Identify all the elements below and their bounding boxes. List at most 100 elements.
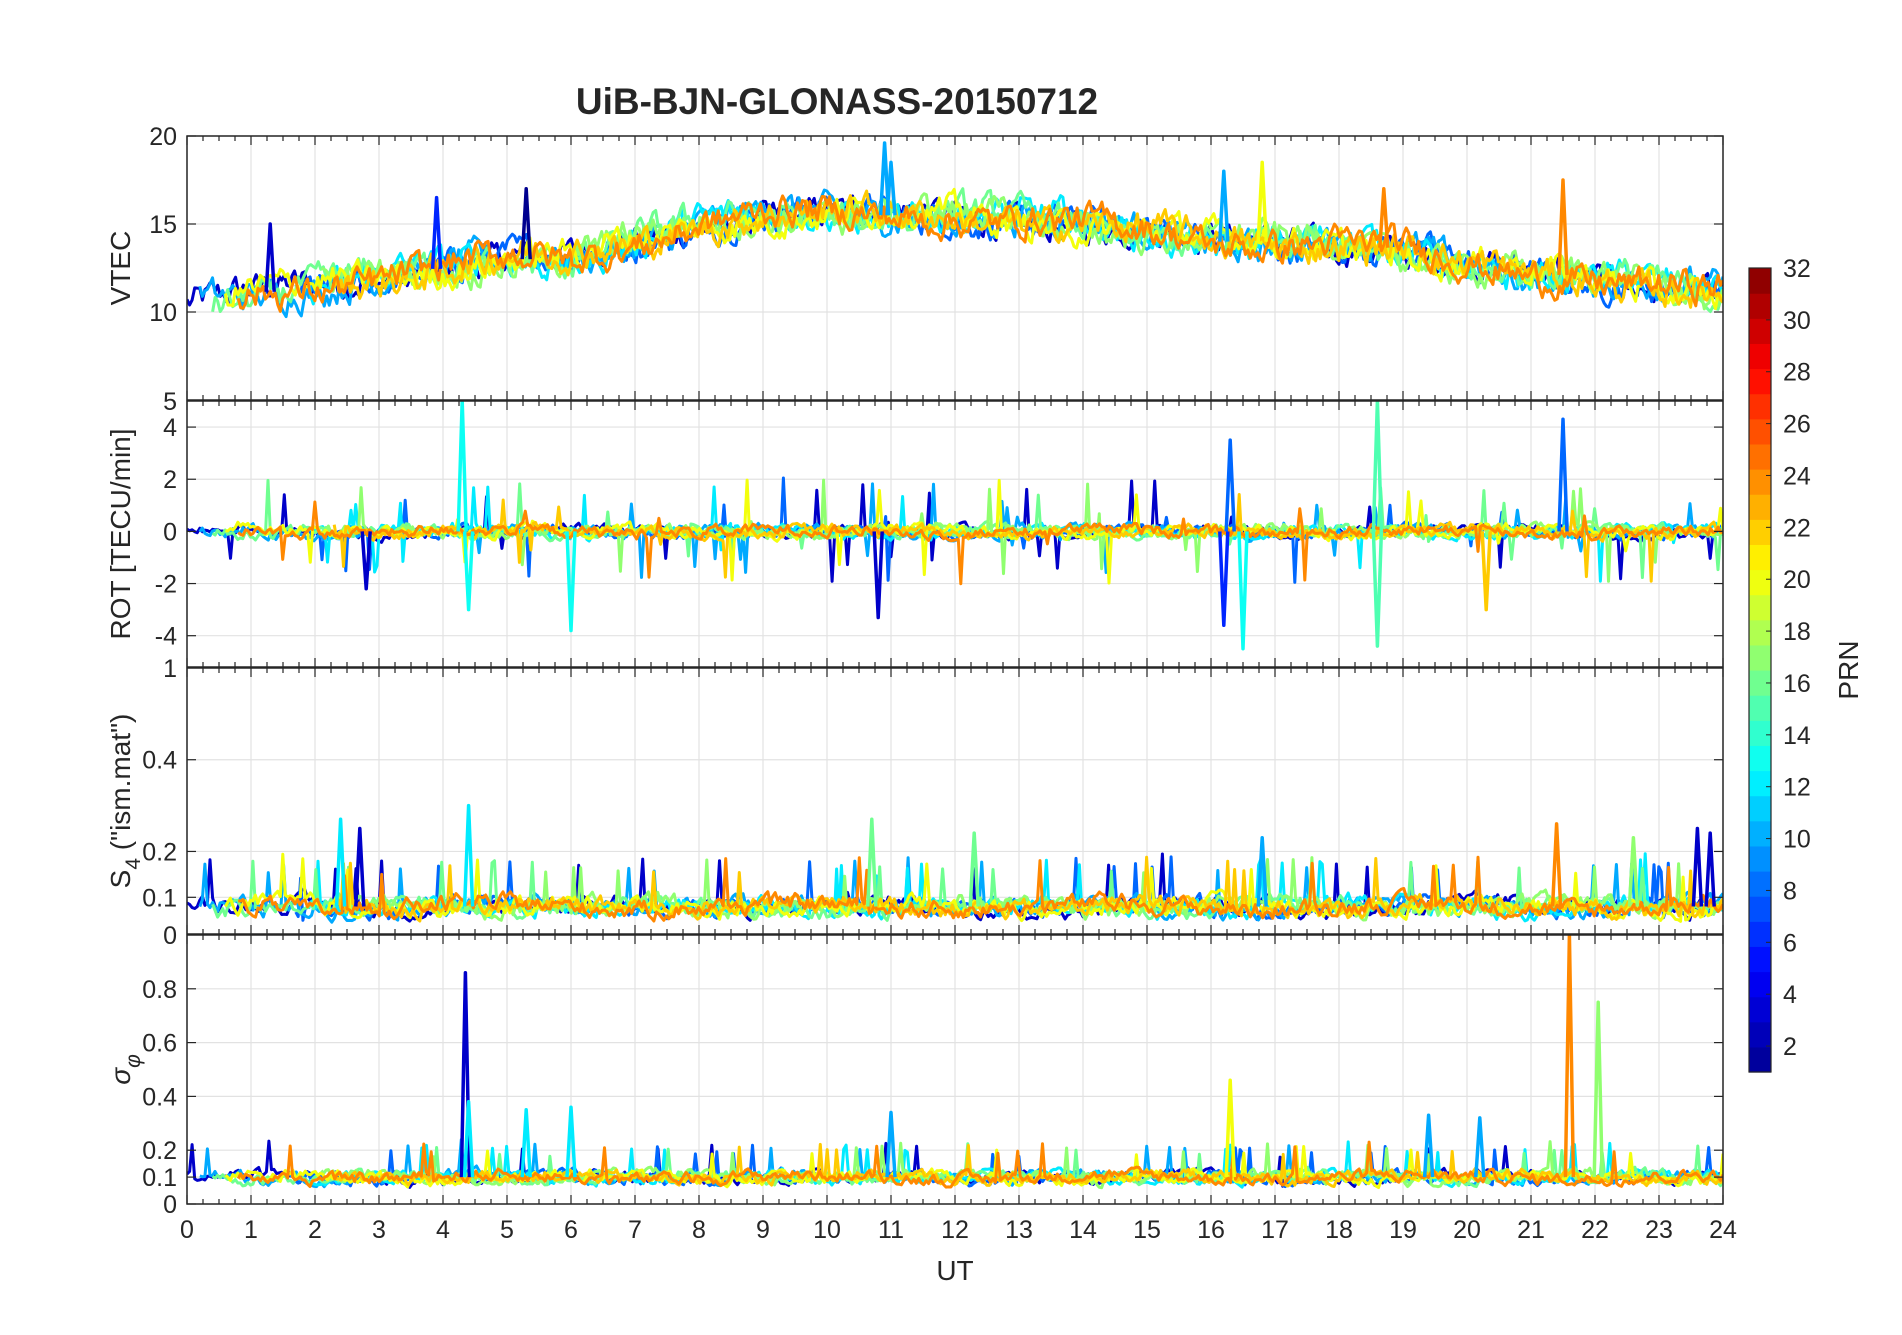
y-axis-label: VTEC — [105, 231, 136, 306]
x-tick-label: 2 — [308, 1216, 322, 1244]
colorbar-segment — [1749, 368, 1771, 395]
spike-mark — [1557, 417, 1569, 532]
series-group — [187, 141, 1723, 319]
series-group — [187, 935, 1723, 1190]
x-tick-label: 1 — [244, 1216, 258, 1244]
panel-vtec: 10 15 20 VTEC — [105, 123, 1724, 401]
y-tick-label: 0.2 — [142, 838, 177, 866]
colorbar-label: PRN — [1833, 640, 1864, 699]
x-tick-label: 10 — [813, 1216, 841, 1244]
x-tick-label: 4 — [436, 1216, 450, 1244]
series-group — [187, 803, 1723, 924]
series-line-prn-22 — [332, 189, 1723, 309]
colorbar-tick-label: 6 — [1783, 929, 1797, 957]
spike-mark — [885, 160, 897, 216]
spike-mark — [1371, 531, 1384, 648]
x-tick-label: 11 — [878, 1216, 904, 1244]
colorbar-segment — [1749, 695, 1771, 721]
colorbar-tick-label: 20 — [1783, 566, 1811, 594]
spike-mark — [1704, 831, 1716, 907]
tick-marks — [186, 401, 1724, 667]
colorbar-segment — [1749, 594, 1771, 621]
colorbar-segment — [1749, 946, 1771, 973]
x-tick-label: 7 — [628, 1216, 642, 1244]
spike-mark — [565, 531, 577, 633]
series-line-prn-24 — [236, 1140, 1723, 1189]
y-tick-label: 2 — [163, 466, 177, 494]
spike-mark — [430, 195, 443, 269]
tick-marks — [186, 668, 1724, 934]
spike-mark — [1563, 935, 1576, 1178]
colorbar-segment — [1749, 418, 1771, 445]
colorbar-tick-label: 2 — [1783, 1033, 1797, 1061]
spike-mark — [565, 1105, 577, 1178]
x-tick-label: 24 — [1709, 1216, 1737, 1244]
colorbar-segment — [1749, 795, 1771, 822]
y-tick-label: 0.2 — [142, 1137, 177, 1165]
y-tick-label: -4 — [155, 623, 177, 651]
spike-mark — [866, 817, 878, 907]
spike-mark — [1371, 401, 1384, 532]
chart-title: UiB-BJN-GLONASS-20150712 — [576, 81, 1098, 122]
colorbar-segment — [1749, 519, 1771, 545]
x-tick-label: 6 — [564, 1216, 578, 1244]
colorbar-tick-label: 18 — [1783, 618, 1811, 646]
panel-rot: -4 -2 0 2 45 ROT [TECU/min] — [105, 388, 1724, 668]
colorbar-segment — [1749, 921, 1771, 947]
y-tick-label: 15 — [149, 211, 177, 239]
colorbar-segment — [1749, 745, 1771, 772]
colorbar-segment — [1749, 619, 1771, 646]
y-tick-label: 0 — [163, 518, 177, 546]
colorbar-tick-label: 28 — [1783, 359, 1811, 387]
colorbar-segment — [1749, 871, 1771, 897]
y-tick-label: 4 — [163, 414, 177, 442]
spike-mark — [462, 803, 475, 907]
x-axis-label: UT — [936, 1255, 973, 1286]
x-tick-label: 16 — [1197, 1216, 1225, 1244]
spike-mark — [1691, 826, 1704, 907]
y-tick-label: 0.6 — [142, 1030, 177, 1058]
x-tick-label: 18 — [1325, 1216, 1353, 1244]
x-tick-label: 19 — [1389, 1216, 1417, 1244]
y-tick-label: 0.1 — [142, 1164, 177, 1192]
spike-mark — [1557, 178, 1569, 276]
panel-s4: 0.1 0.2 0.4 1 S4 ("ism.mat") — [105, 655, 1724, 935]
series-group — [187, 401, 1723, 651]
y-axis-label: ROT [TECU/min] — [105, 428, 136, 639]
colorbar-tick-label: 22 — [1783, 514, 1811, 542]
y-tick-label: 0 — [163, 1191, 177, 1219]
y-axis-label: S4 ("ism.mat") — [105, 714, 145, 889]
spike-mark — [1224, 1078, 1236, 1178]
spike-mark — [520, 187, 532, 260]
colorbar-segment — [1749, 569, 1771, 596]
colorbar-tick-label: 4 — [1783, 981, 1797, 1009]
series-line-prn-24 — [238, 855, 1723, 923]
colorbar-segment — [1749, 343, 1771, 370]
colorbar-segment — [1749, 393, 1771, 420]
spike-mark — [1378, 187, 1390, 248]
colorbar-tick-label: 24 — [1783, 462, 1811, 490]
y-tick-label: 20 — [149, 123, 177, 151]
x-tick-label: 8 — [692, 1216, 706, 1244]
colorbar-segment — [1749, 318, 1771, 344]
x-tick-label: 13 — [1005, 1216, 1033, 1244]
colorbar-tick-label: 12 — [1783, 774, 1811, 802]
colorbar-tick-label: 8 — [1783, 877, 1797, 905]
colorbar-segment — [1749, 720, 1771, 746]
x-tick-label: 15 — [1133, 1216, 1161, 1244]
x-tick-label: 20 — [1453, 1216, 1481, 1244]
spike-mark — [1218, 531, 1230, 628]
spike-mark — [968, 831, 980, 907]
colorbar-tick-label: 10 — [1783, 826, 1811, 854]
series-line-prn-24 — [236, 194, 1723, 313]
tick-marks — [186, 935, 1724, 1205]
y-tick-label-top: 0 — [163, 922, 177, 950]
spike-mark — [462, 531, 475, 612]
colorbar-tick-label: 14 — [1783, 722, 1811, 750]
colorbar-segment — [1749, 1021, 1771, 1048]
colorbar-segment — [1749, 443, 1771, 470]
colorbar-tick-label: 26 — [1783, 411, 1811, 439]
